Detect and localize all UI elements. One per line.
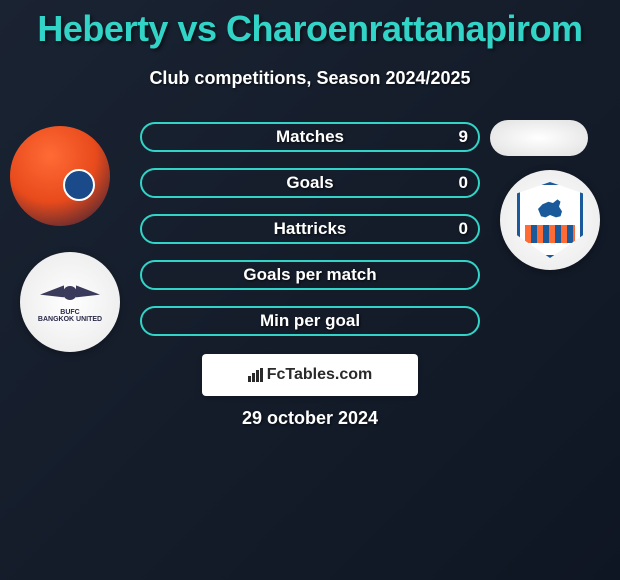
- club1-wings-icon: [40, 281, 100, 305]
- stat-value: 0: [459, 219, 468, 239]
- player1-avatar: [10, 126, 110, 226]
- chart-icon: [248, 368, 263, 382]
- club2-badge: [500, 170, 600, 270]
- comparison-title: Heberty vs Charoenrattanapirom: [0, 0, 620, 50]
- stat-label: Min per goal: [260, 311, 360, 331]
- club1-badge: BUFC BANGKOK UNITED: [20, 252, 120, 352]
- stat-value: 9: [459, 127, 468, 147]
- watermark-text: FcTables.com: [248, 366, 373, 384]
- club1-name: BANGKOK UNITED: [38, 316, 102, 323]
- club2-shield-icon: [517, 182, 583, 258]
- stat-label: Goals: [286, 173, 333, 193]
- club1-short: BUFC: [38, 309, 102, 316]
- club2-horse-icon: [535, 197, 565, 221]
- watermark: FcTables.com: [202, 354, 418, 396]
- watermark-label: FcTables.com: [267, 366, 373, 384]
- stat-row: Goals 0: [140, 168, 480, 198]
- stat-row: Hattricks 0: [140, 214, 480, 244]
- club2-stripes-icon: [525, 225, 575, 243]
- club1-badge-inner: BUFC BANGKOK UNITED: [38, 281, 102, 323]
- stat-row: Goals per match: [140, 260, 480, 290]
- stat-label: Matches: [276, 127, 344, 147]
- date-label: 29 october 2024: [242, 408, 378, 429]
- stat-label: Goals per match: [243, 265, 376, 285]
- stat-row: Matches 9: [140, 122, 480, 152]
- comparison-subtitle: Club competitions, Season 2024/2025: [0, 68, 620, 89]
- stat-row: Min per goal: [140, 306, 480, 336]
- stats-list: Matches 9 Goals 0 Hattricks 0 Goals per …: [140, 122, 480, 352]
- stat-value: 0: [459, 173, 468, 193]
- stat-label: Hattricks: [274, 219, 347, 239]
- player2-avatar: [490, 120, 588, 156]
